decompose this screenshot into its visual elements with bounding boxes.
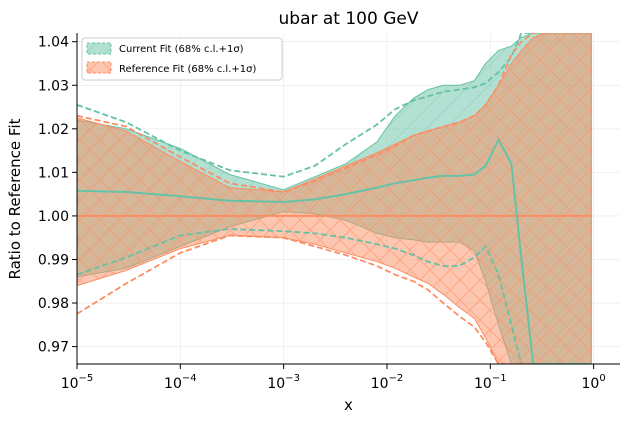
x-tick-label: 100 xyxy=(582,373,606,392)
y-tick-label: 1.04 xyxy=(38,35,69,51)
legend-label-current: Current Fit (68% c.l.+1σ) xyxy=(119,44,244,55)
x-tick-label: 10−1 xyxy=(474,373,507,392)
x-ticks: 10−5 10−4 10−3 10−2 10−1 100 xyxy=(61,364,606,392)
legend-entry-reference: Reference Fit (68% c.l.+1σ) xyxy=(86,61,256,75)
current-dashed-upper xyxy=(77,33,592,178)
chart-title: ubar at 100 GeV xyxy=(279,9,419,29)
x-axis-label: x xyxy=(344,396,353,414)
y-tick-label: 1.01 xyxy=(38,165,69,181)
x-tick-label: 10−2 xyxy=(371,373,404,392)
y-tick-label: 0.98 xyxy=(38,296,69,312)
plot-area xyxy=(77,33,592,364)
y-tick-label: 1.03 xyxy=(38,78,69,94)
y-tick-label: 1.00 xyxy=(38,209,69,225)
x-tick-label: 10−5 xyxy=(61,373,94,392)
legend-frame xyxy=(81,37,283,81)
legend: Current Fit (68% c.l.+1σ) Reference Fit … xyxy=(81,37,283,81)
x-tick-label: 10−3 xyxy=(267,373,300,392)
y-ticks: 0.97 0.98 0.99 1.00 1.01 1.02 1.03 1.04 xyxy=(38,35,77,356)
y-tick-label: 0.99 xyxy=(38,252,69,268)
axes xyxy=(76,33,620,365)
y-axis-label: Ratio to Reference Fit xyxy=(6,118,24,279)
reference-dashed-lower xyxy=(77,234,592,364)
current-central-line xyxy=(77,137,592,364)
x-tick-label: 10−4 xyxy=(164,373,197,392)
y-tick-label: 1.02 xyxy=(38,122,69,138)
y-tick-label: 0.97 xyxy=(38,340,69,356)
legend-label-reference: Reference Fit (68% c.l.+1σ) xyxy=(119,64,256,75)
legend-entry-current: Current Fit (68% c.l.+1σ) xyxy=(86,42,244,55)
reference-band-hatch xyxy=(77,33,592,364)
